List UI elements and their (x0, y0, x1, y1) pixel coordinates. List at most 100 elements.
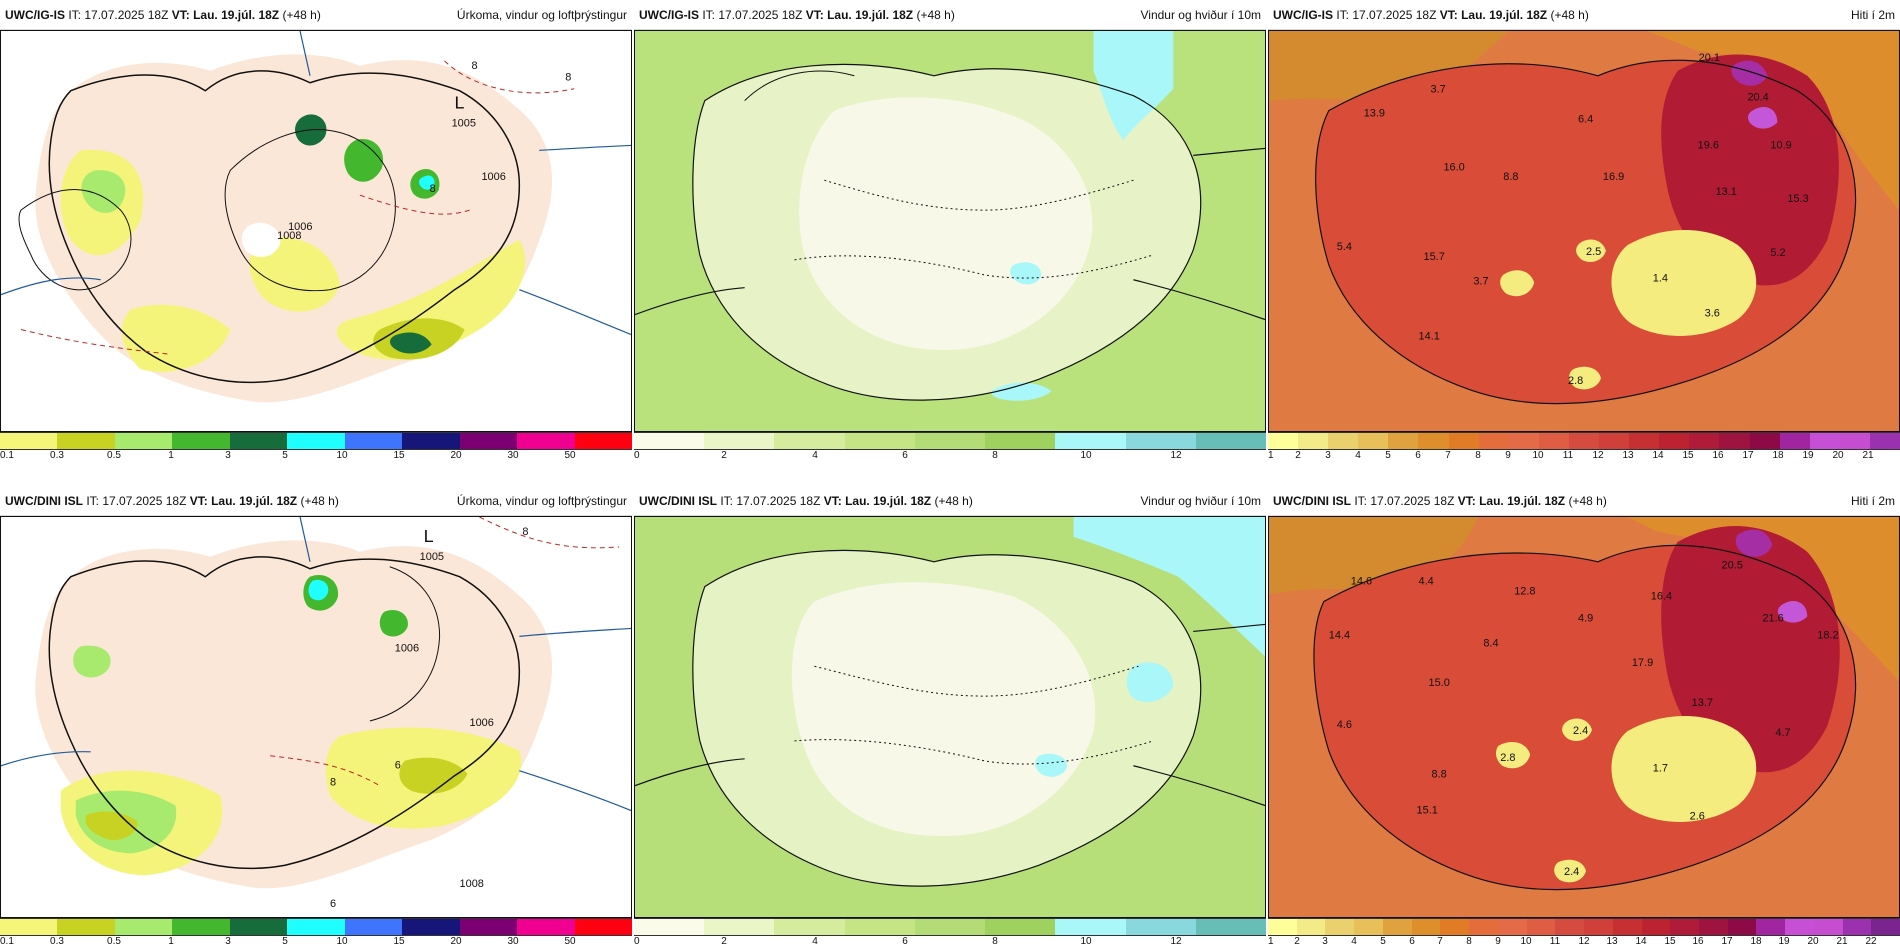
legend-label: 10 (1532, 450, 1544, 461)
bottom-temp-value: 12.8 (1514, 586, 1535, 598)
top-precip-vt: VT: Lau. 19.júl. 18Z (171, 8, 280, 22)
legend-label: 21 (1836, 936, 1848, 947)
top-precip-legend-bar (0, 432, 632, 450)
top-precip-legend: 0.1 0.3 0.5 1 3 5 10 15 20 30 50 (0, 432, 632, 464)
legend-swatch (1842, 919, 1872, 935)
top-precip-map-svg: L 1005 1006 1006 1008 8 8 8 (1, 31, 631, 431)
legend-label: 8 (1475, 450, 1481, 461)
legend-label: 3 (225, 936, 231, 947)
legend-label: 10 (1080, 450, 1092, 461)
legend-swatch (1670, 919, 1700, 935)
top-wind-product: Vindur og hviður í 10m (1140, 8, 1261, 22)
top-temp-lead: (+48 h) (1550, 8, 1589, 22)
legend-swatch (517, 433, 575, 449)
bottom-temp-it: IT: 17.07.2025 18Z (1354, 494, 1455, 508)
bottom-precip-it: IT: 17.07.2025 18Z (86, 494, 187, 508)
legend-swatch (1719, 433, 1750, 449)
bottom-temp-panel: UWC/DINI ISL IT: 17.07.2025 18Z VT: Lau.… (1268, 486, 1900, 950)
legend-swatch (114, 919, 173, 935)
legend-label: 14 (1635, 936, 1647, 947)
legend-label: 5 (282, 936, 288, 947)
legend-swatch (1382, 919, 1412, 935)
legend-swatch (1869, 433, 1900, 449)
legend-label: 0 (634, 936, 640, 947)
bottom-temp-value: 14.6 (1351, 576, 1372, 588)
bottom-wind-map (634, 516, 1266, 918)
legend-label: 2 (1294, 936, 1300, 947)
bottom-temp-value: 4.4 (1419, 576, 1434, 588)
bottom-wind-legend: 0 2 4 6 8 10 12 (634, 918, 1266, 950)
legend-swatch (1440, 919, 1470, 935)
legend-label: 10 (336, 936, 348, 947)
bottom-precip-product: Úrkoma, vindur og loftþrýstingur (456, 494, 627, 508)
legend-label: 6 (902, 450, 908, 461)
legend-label: 3 (1325, 450, 1331, 461)
legend-swatch (1328, 433, 1359, 449)
bottom-temp-value: 2.8 (1500, 752, 1515, 764)
top-precip-product: Úrkoma, vindur og loftþrýstingur (456, 8, 627, 22)
bottom-precip-map: L 1005 1006 1006 1008 8 8 6 6 (0, 516, 632, 918)
legend-label: 7 (1445, 450, 1451, 461)
legend-swatch (634, 919, 705, 935)
bottom-temp-value: 21.6 (1762, 612, 1783, 624)
bottom-temp-value: 8.4 (1483, 637, 1498, 649)
bottom-temp-value: 4.7 (1775, 727, 1790, 739)
bottom-temp-value: 2.4 (1573, 725, 1588, 737)
legend-swatch (1268, 433, 1299, 449)
bottom-temp-value: 18.2 (1817, 629, 1838, 641)
legend-swatch (1508, 433, 1539, 449)
legend-swatch (1358, 433, 1389, 449)
bottom-temp-legend-labels: 1 2 3 4 5 6 7 8 9 10 11 12 13 14 15 16 1… (1268, 936, 1900, 950)
bottom-precip-lead: (+48 h) (300, 494, 339, 508)
legend-label: 0.3 (50, 450, 64, 461)
legend-swatch (1659, 433, 1690, 449)
legend-swatch (1568, 433, 1600, 449)
bottom-temp-value: 15.0 (1428, 677, 1449, 689)
bottom-precip-low-label: L (424, 526, 434, 546)
legend-label: 0.5 (107, 450, 121, 461)
legend-swatch (1195, 433, 1266, 449)
bottom-temp-legend-bar (1268, 918, 1900, 936)
top-temp-value: 5.2 (1770, 247, 1785, 259)
legend-swatch (704, 919, 775, 935)
legend-label: 12 (1578, 936, 1590, 947)
bottom-wind-vt: VT: Lau. 19.júl. 18Z (823, 494, 932, 508)
legend-swatch (402, 919, 460, 935)
top-wind-map (634, 30, 1266, 432)
bottom-temp-legend: 1 2 3 4 5 6 7 8 9 10 11 12 13 14 15 16 1… (1268, 918, 1900, 950)
bottom-wind-title: UWC/DINI ISL IT: 17.07.2025 18Z VT: Lau.… (634, 486, 1266, 516)
legend-swatch (704, 433, 775, 449)
legend-label: 50 (564, 450, 576, 461)
legend-label: 2 (721, 936, 727, 947)
legend-swatch (1699, 919, 1728, 935)
top-temp-model: UWC/IG-IS (1273, 8, 1333, 22)
bottom-wind-product: Vindur og hviður í 10m (1140, 494, 1261, 508)
legend-label: 13 (1606, 936, 1618, 947)
legend-swatch (1839, 433, 1870, 449)
legend-swatch (1195, 919, 1266, 935)
legend-label: 12 (1592, 450, 1604, 461)
top-temp-map-svg: 20.1 3.7 13.9 6.4 20.4 19.6 10.9 8.8 16.… (1269, 31, 1899, 431)
legend-label: 1 (168, 936, 174, 947)
legend-label: 15 (1682, 450, 1694, 461)
legend-swatch (1689, 433, 1720, 449)
legend-label: 14 (1652, 450, 1664, 461)
legend-label: 11 (1549, 936, 1561, 947)
legend-label: 16 (1692, 936, 1704, 947)
legend-label: 15 (1664, 936, 1676, 947)
legend-label: 15 (393, 450, 405, 461)
legend-label: 3 (225, 450, 231, 461)
legend-swatch (1354, 919, 1383, 935)
legend-label: 12 (1170, 936, 1182, 947)
legend-swatch (114, 433, 173, 449)
legend-swatch (1268, 919, 1297, 935)
legend-label: 1 (1268, 936, 1274, 947)
legend-swatch (1629, 433, 1660, 449)
bottom-temp-map: 20.5 14.6 4.4 12.8 16.4 21.6 18.2 4.9 8.… (1268, 516, 1900, 918)
bottom-temp-value: 2.6 (1690, 810, 1705, 822)
legend-swatch (1785, 919, 1814, 935)
bottom-precip-legend: 0.1 0.3 0.5 1 3 5 10 15 20 30 50 (0, 918, 632, 950)
bottom-precip-pressure-6-a: 6 (395, 760, 401, 772)
legend-label: 17 (1742, 450, 1754, 461)
bottom-wind-lead: (+48 h) (934, 494, 973, 508)
